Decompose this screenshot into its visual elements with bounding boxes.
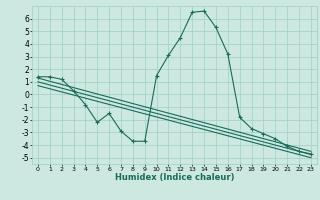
X-axis label: Humidex (Indice chaleur): Humidex (Indice chaleur)	[115, 173, 234, 182]
